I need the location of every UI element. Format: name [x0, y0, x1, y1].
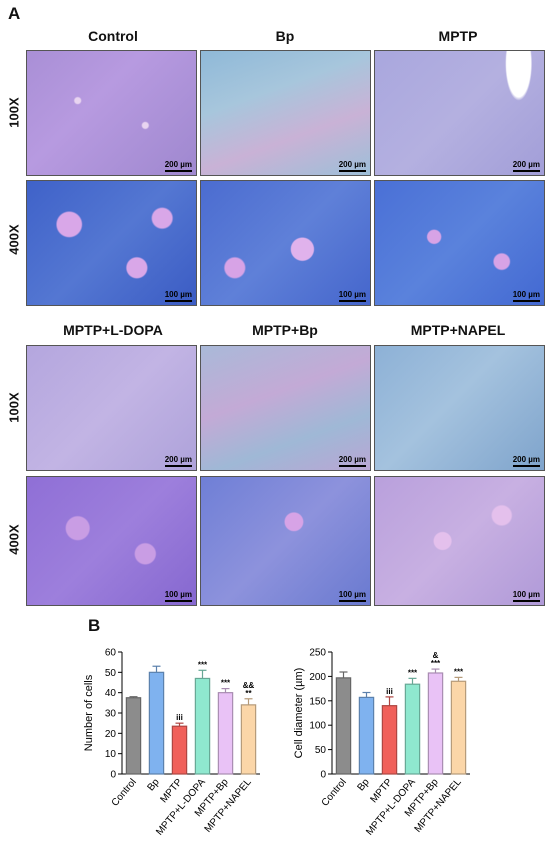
- col-title-mptp-bp: MPTP+Bp: [252, 322, 318, 338]
- scale-bar: 100 µm: [164, 290, 192, 302]
- micrograph-mptp-400x: 100 µm: [374, 180, 545, 306]
- scale-bar: 100 µm: [512, 590, 540, 602]
- col-title-mptp: MPTP: [438, 28, 478, 44]
- y-tick-label: 50: [105, 668, 117, 679]
- significance-label: ***: [431, 659, 441, 668]
- y-tick-label: 150: [309, 696, 326, 707]
- scale-bar: 200 µm: [338, 160, 366, 172]
- micrograph-mptp-l-dopa-400x: 100 µm: [26, 476, 197, 606]
- scale-bar: 100 µm: [338, 590, 366, 602]
- significance-label: ***: [198, 660, 208, 669]
- y-axis-label: Cell diameter (µm): [293, 668, 305, 759]
- row-label-400x-bottom: 400X: [6, 524, 22, 555]
- bar: [404, 683, 421, 775]
- col-title-mptp-napel: MPTP+NAPEL: [410, 322, 506, 338]
- y-tick-label: 0: [320, 770, 326, 781]
- y-tick-label: 250: [309, 648, 326, 659]
- bar: [358, 696, 375, 775]
- col-title-mptp-l-dopa: MPTP+L-DOPA: [63, 322, 163, 338]
- bar: [217, 692, 234, 775]
- micrograph-mptp-l-dopa-100x: 200 µm: [26, 345, 197, 471]
- scale-bar: 200 µm: [338, 455, 366, 467]
- x-tick-label: Control: [320, 777, 349, 809]
- col-title-bp: Bp: [275, 28, 295, 44]
- x-tick-label: Control: [110, 777, 139, 809]
- x-tick-label: Bp: [146, 777, 163, 794]
- bar-chart-number-of-cells: 0 10 20 30 40 50 60 Number of cells Control Bp iii…: [83, 648, 260, 838]
- y-tick-label: 0: [110, 770, 116, 781]
- significance-label: iii: [386, 687, 393, 696]
- row-label-400x-top: 400X: [6, 224, 22, 255]
- micrograph-bp-400x: 100 µm: [200, 180, 371, 306]
- micrograph-mptp-bp-100x: 200 µm: [200, 345, 371, 471]
- micrograph-mptp-napel-400x: 100 µm: [374, 476, 545, 606]
- micrograph-mptp-100x: 200 µm: [374, 50, 545, 176]
- y-tick-label: 100: [309, 721, 326, 732]
- y-tick-label: 20: [105, 729, 117, 740]
- significance-label: ***: [221, 679, 231, 688]
- scale-bar: 200 µm: [164, 160, 192, 172]
- micrograph-control-100x: 200 µm: [26, 50, 197, 176]
- micrograph-mptp-napel-100x: 200 µm: [374, 345, 545, 471]
- y-tick-label: 40: [105, 688, 117, 699]
- scale-bar: 200 µm: [512, 160, 540, 172]
- significance-label: iii: [176, 713, 183, 722]
- y-tick-label: 30: [105, 709, 117, 720]
- significance-label: **: [245, 689, 252, 698]
- bar: [335, 677, 352, 775]
- panel-a-letter: A: [8, 4, 21, 23]
- micrograph-mptp-bp-400x: 100 µm: [200, 476, 371, 606]
- significance-label: ***: [408, 668, 418, 677]
- row-label-100x-top: 100X: [6, 97, 22, 128]
- significance-label: &: [433, 651, 439, 660]
- y-tick-label: 50: [315, 745, 327, 756]
- y-axis-label: Number of cells: [83, 674, 95, 751]
- bar: [171, 725, 188, 775]
- micrograph-bp-100x: 200 µm: [200, 50, 371, 176]
- y-tick-label: 10: [105, 749, 117, 760]
- bar: [240, 704, 257, 775]
- scale-bar: 100 µm: [338, 290, 366, 302]
- panel-b-letter: B: [88, 616, 101, 635]
- bar: [381, 705, 398, 775]
- row-label-100x-bottom: 100X: [6, 392, 22, 423]
- y-tick-label: 200: [309, 672, 326, 683]
- bar: [194, 677, 211, 775]
- bar: [148, 671, 165, 775]
- significance-label: &&: [243, 681, 255, 690]
- x-tick-label: Bp: [356, 777, 373, 794]
- micrograph-control-400x: 100 µm: [26, 180, 197, 306]
- bar: [450, 680, 467, 775]
- scale-bar: 200 µm: [512, 455, 540, 467]
- scale-bar: 100 µm: [164, 590, 192, 602]
- scale-bar: 100 µm: [512, 290, 540, 302]
- bar-chart-cell-diameter: 0 50 100 150 200 250 Cell diameter (µm) Control…: [293, 648, 470, 838]
- bar: [427, 672, 444, 775]
- bar: [125, 697, 142, 775]
- significance-label: ***: [454, 667, 464, 676]
- col-title-control: Control: [88, 28, 138, 44]
- scale-bar: 200 µm: [164, 455, 192, 467]
- y-tick-label: 60: [105, 648, 117, 659]
